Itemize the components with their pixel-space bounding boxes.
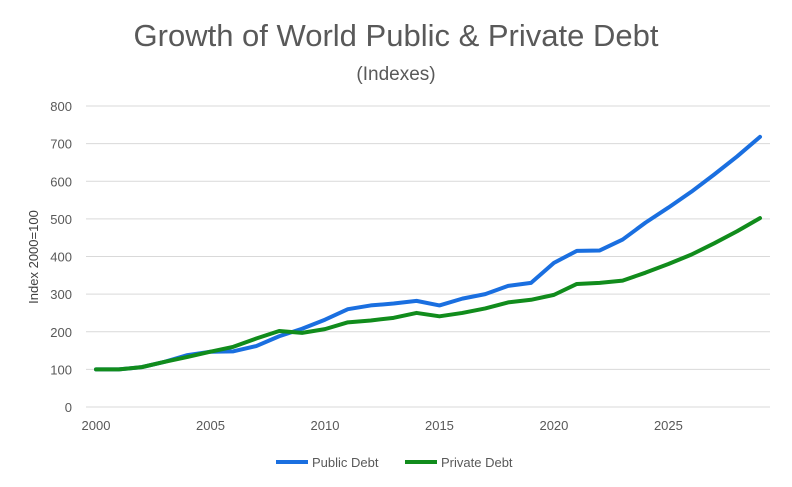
legend-label: Private Debt <box>441 455 513 470</box>
chart-subtitle: (Indexes) <box>356 64 435 85</box>
y-tick-label: 800 <box>50 99 72 114</box>
y-tick-label: 0 <box>65 400 72 415</box>
y-axis-label: Index 2000=100 <box>26 210 41 304</box>
y-tick-label: 300 <box>50 287 72 302</box>
y-tick-label: 700 <box>50 137 72 152</box>
x-tick-label: 2015 <box>425 418 454 433</box>
series-line-public-debt <box>94 134 762 372</box>
x-tick-label: 2020 <box>539 418 568 433</box>
series-line-private-debt <box>94 216 762 372</box>
x-tick-label: 2025 <box>654 418 683 433</box>
chart-title: Growth of World Public & Private Debt <box>134 18 659 53</box>
y-tick-label: 200 <box>50 325 72 340</box>
legend-label: Public Debt <box>312 455 379 470</box>
x-tick-label: 2010 <box>311 418 340 433</box>
y-tick-label: 500 <box>50 212 72 227</box>
y-tick-label: 100 <box>50 362 72 377</box>
x-tick-label: 2000 <box>82 418 111 433</box>
y-tick-label: 600 <box>50 174 72 189</box>
y-tick-label: 400 <box>50 250 72 265</box>
x-tick-label: 2005 <box>196 418 225 433</box>
